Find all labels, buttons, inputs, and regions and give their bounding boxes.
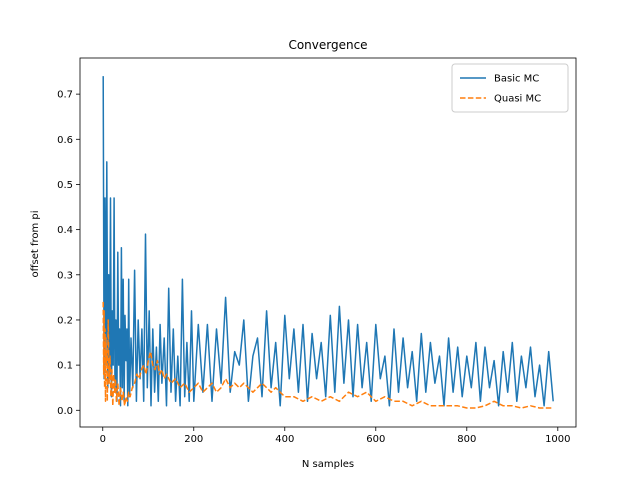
y-tick-label: 0.0 bbox=[57, 406, 73, 417]
series-line-quasi-mc bbox=[102, 301, 554, 409]
y-tick-label: 0.1 bbox=[57, 361, 73, 372]
y-tick-label: 0.7 bbox=[57, 90, 73, 101]
y-tick-label: 0.3 bbox=[57, 270, 73, 281]
x-tick-label: 1000 bbox=[545, 434, 570, 445]
y-tick-label: 0.2 bbox=[57, 315, 73, 326]
y-tick-label: 0.5 bbox=[57, 180, 73, 191]
series-line-basic-mc bbox=[102, 76, 554, 407]
x-tick-label: 800 bbox=[457, 434, 476, 445]
y-axis-label: offset from pi bbox=[30, 210, 41, 277]
axes-frame bbox=[79, 57, 577, 428]
plot-area bbox=[79, 57, 577, 428]
chart-title: Convergence bbox=[288, 38, 367, 52]
x-tick-label: 200 bbox=[184, 434, 203, 445]
x-tick-label: 0 bbox=[100, 434, 106, 445]
x-tick-label: 400 bbox=[275, 434, 294, 445]
legend-box bbox=[451, 63, 569, 113]
legend-label: Quasi MC bbox=[494, 94, 541, 105]
y-tick-label: 0.4 bbox=[57, 225, 73, 236]
x-axis: 0 200 400 600 800 1000 bbox=[100, 427, 571, 445]
legend: Basic MC Quasi MC bbox=[451, 63, 569, 113]
y-axis: 0.0 0.1 0.2 0.3 0.4 0.5 0.6 0.7 bbox=[57, 90, 80, 417]
x-tick-label: 600 bbox=[366, 434, 385, 445]
y-tick-label: 0.6 bbox=[57, 135, 73, 146]
x-axis-label: N samples bbox=[302, 459, 354, 470]
legend-label: Basic MC bbox=[494, 74, 539, 85]
